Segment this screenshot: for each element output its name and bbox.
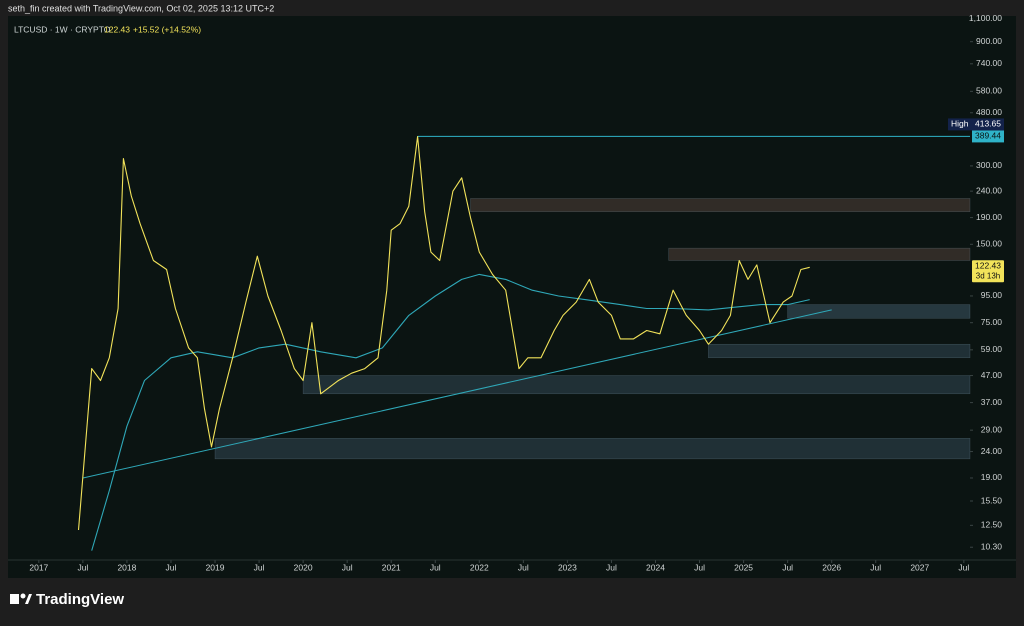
high-box [948, 118, 1004, 131]
y-tick-label: 37.00 [981, 397, 1003, 407]
y-tick-label: 480.00 [976, 107, 1002, 117]
y-tick-label: 740.00 [976, 58, 1002, 68]
x-tick-label: Jul [870, 562, 881, 572]
y-tick-label: 95.00 [981, 290, 1003, 300]
y-tick-label: 190.00 [976, 212, 1002, 222]
high-label: 413.65 [975, 119, 1001, 129]
x-tick-label: 2017 [29, 562, 48, 572]
zone [302, 375, 971, 395]
countdown: 3d 13h [976, 271, 1000, 280]
y-tick-label: 1,100.00 [969, 13, 1002, 23]
x-tick-label: Jul [694, 562, 705, 572]
x-tick-label: Jul [958, 562, 969, 572]
x-tick-label: Jul [254, 562, 265, 572]
x-tick-label: 2020 [294, 562, 313, 572]
x-tick-label: 2022 [470, 562, 489, 572]
zone [668, 247, 971, 261]
y-tick-label: 75.00 [981, 317, 1003, 327]
x-tick-label: 2025 [734, 562, 753, 572]
y-tick-label: 10.30 [981, 541, 1003, 551]
x-tick-label: 2021 [382, 562, 401, 572]
zone [470, 198, 971, 213]
logo [10, 593, 32, 604]
chart-panel [8, 16, 1016, 578]
x-tick-label: Jul [518, 562, 529, 572]
price-box [972, 260, 1004, 283]
price-label: 122.43 [975, 261, 1001, 271]
y-tick-label: 24.00 [981, 446, 1003, 456]
x-tick-label: Jul [782, 562, 793, 572]
y-tick-label: 240.00 [976, 185, 1002, 195]
y-tick-label: 15.50 [981, 495, 1003, 505]
trendline [82, 309, 832, 479]
y-tick-label: 12.50 [981, 520, 1003, 530]
high-close-label: 389.44 [975, 131, 1001, 141]
x-tick-label: Jul [342, 562, 353, 572]
x-tick-label: 2023 [558, 562, 577, 572]
legend-price: 122.43 [104, 24, 130, 34]
zone [708, 343, 971, 359]
x-tick-label: Jul [606, 562, 617, 572]
y-tick-label: 47.00 [981, 370, 1003, 380]
zone [787, 304, 971, 319]
high-tag: High [951, 119, 969, 129]
price-line [77, 135, 810, 531]
zone [214, 437, 971, 460]
x-tick-label: 2019 [206, 562, 225, 572]
symbol: LTCUSD · 1W · CRYPTO [14, 24, 111, 34]
legend-change: +15.52 (+14.52%) [133, 24, 201, 34]
footer: TradingView [36, 591, 124, 608]
x-tick-label: 2026 [822, 562, 841, 572]
y-tick-label: 29.00 [981, 424, 1003, 434]
price-line [91, 273, 810, 551]
y-tick-label: 150.00 [976, 239, 1002, 249]
y-tick-label: 19.00 [981, 472, 1003, 482]
header: seth_fin created with TradingView.com, O… [8, 3, 274, 13]
high-close-box [972, 130, 1004, 143]
y-tick-label: 300.00 [976, 160, 1002, 170]
x-tick-label: Jul [166, 562, 177, 572]
y-tick-label: 59.00 [981, 344, 1003, 354]
x-tick-label: 2024 [646, 562, 665, 572]
x-tick-label: 2027 [910, 562, 929, 572]
x-tick-label: 2018 [117, 562, 136, 572]
y-tick-label: 580.00 [976, 86, 1002, 96]
x-tick-label: Jul [430, 562, 441, 572]
y-tick-label: 900.00 [976, 36, 1002, 46]
x-tick-label: Jul [77, 562, 88, 572]
